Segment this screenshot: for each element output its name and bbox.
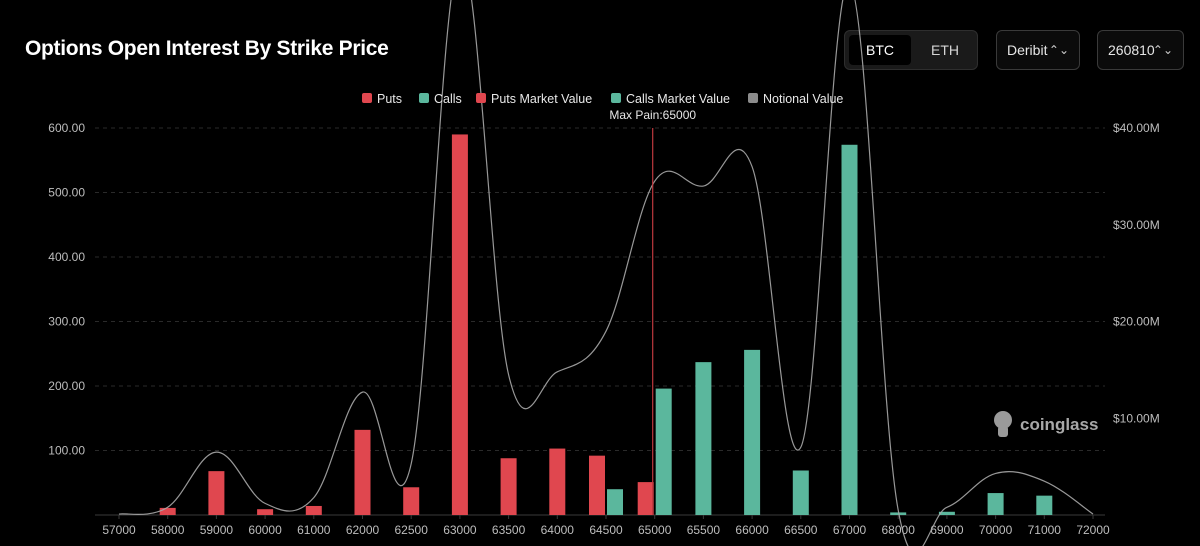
puts-bar	[354, 429, 371, 515]
x-tick-label: 60000	[248, 523, 282, 537]
page-title: Options Open Interest By Strike Price	[25, 37, 389, 60]
legend-label: Puts Market Value	[491, 92, 592, 106]
x-tick-label: 66000	[735, 523, 769, 537]
x-tick-label: 66500	[784, 523, 818, 537]
puts-bar	[589, 455, 605, 515]
x-tick-label: 65500	[687, 523, 721, 537]
calls-bar	[1036, 495, 1053, 515]
x-tick-label: 69000	[930, 523, 964, 537]
y-left-tick-label: 100.00	[48, 444, 85, 458]
max-pain-label: Max Pain:65000	[609, 108, 696, 122]
x-tick-label: 63500	[492, 523, 526, 537]
x-tick-label: 63000	[443, 523, 477, 537]
x-tick-label: 58000	[151, 523, 185, 537]
legend-swatch	[611, 93, 621, 103]
x-tick-label: 64500	[589, 523, 623, 537]
y-left-tick-label: 200.00	[48, 379, 85, 393]
y-left-tick-label: 400.00	[48, 250, 85, 264]
x-tick-label: 62000	[346, 523, 380, 537]
y-right-tick-label: $30.00M	[1113, 218, 1160, 232]
y-right-tick-label: $20.00M	[1113, 315, 1160, 329]
puts-bar	[403, 487, 420, 515]
legend-swatch	[476, 93, 486, 103]
calls-bar	[792, 470, 809, 515]
calls-bar	[890, 512, 907, 515]
expiry-select-value: 260810	[1108, 42, 1155, 58]
chevron-updown-icon: ⌃⌄	[1152, 43, 1173, 57]
x-tick-label: 68000	[882, 523, 916, 537]
calls-bar	[938, 511, 955, 515]
puts-bar	[305, 505, 322, 515]
legend-label: Puts	[377, 92, 402, 106]
puts-bar	[549, 448, 566, 515]
coinglass-logo-icon	[998, 426, 1008, 437]
calls-bar	[607, 489, 623, 515]
puts-bar	[159, 507, 176, 515]
coin-tab-btc[interactable]: BTC	[849, 35, 911, 65]
chevron-updown-icon: ⌃⌄	[1048, 43, 1069, 57]
y-left-tick-label: 600.00	[48, 121, 85, 135]
x-tick-label: 71000	[1028, 523, 1062, 537]
legend-label: Calls Market Value	[626, 92, 730, 106]
x-tick-label: 57000	[102, 523, 136, 537]
coinglass-watermark: coinglass	[994, 411, 1098, 437]
x-tick-label: 61000	[297, 523, 331, 537]
coinglass-logo-icon	[994, 411, 1012, 429]
x-tick-label: 64000	[541, 523, 575, 537]
calls-bar	[695, 362, 712, 515]
legend-label: Notional Value	[763, 92, 843, 106]
expiry-select[interactable]: 260810 ⌃⌄	[1097, 30, 1184, 70]
x-tick-label: 65000	[638, 523, 672, 537]
legend-swatch	[362, 93, 372, 103]
puts-bar	[257, 509, 274, 515]
legend-swatch	[748, 93, 758, 103]
calls-bar	[841, 144, 858, 515]
calls-bar	[744, 349, 761, 515]
x-tick-label: 62500	[395, 523, 429, 537]
puts-bar	[500, 458, 517, 515]
y-right-tick-label: $10.00M	[1113, 411, 1160, 425]
exchange-select-value: Deribit	[1007, 42, 1048, 58]
x-tick-label: 72000	[1076, 523, 1110, 537]
puts-bar	[451, 134, 468, 515]
x-tick-label: 59000	[200, 523, 234, 537]
coin-toggle: BTC ETH	[844, 30, 978, 70]
exchange-select[interactable]: Deribit ⌃⌄	[996, 30, 1080, 70]
puts-bar	[637, 482, 654, 515]
calls-bar	[655, 388, 672, 515]
x-tick-label: 67000	[833, 523, 867, 537]
coin-tab-eth[interactable]: ETH	[931, 42, 959, 58]
x-tick-label: 70000	[979, 523, 1013, 537]
calls-bar	[987, 493, 1004, 515]
legend-swatch	[419, 93, 429, 103]
y-left-tick-label: 500.00	[48, 186, 85, 200]
watermark-text: coinglass	[1020, 415, 1098, 434]
y-left-tick-label: 300.00	[48, 315, 85, 329]
puts-bar	[208, 471, 225, 515]
y-right-tick-label: $40.00M	[1113, 121, 1160, 135]
legend-label: Calls	[434, 92, 462, 106]
notional-value-line	[118, 0, 1094, 546]
